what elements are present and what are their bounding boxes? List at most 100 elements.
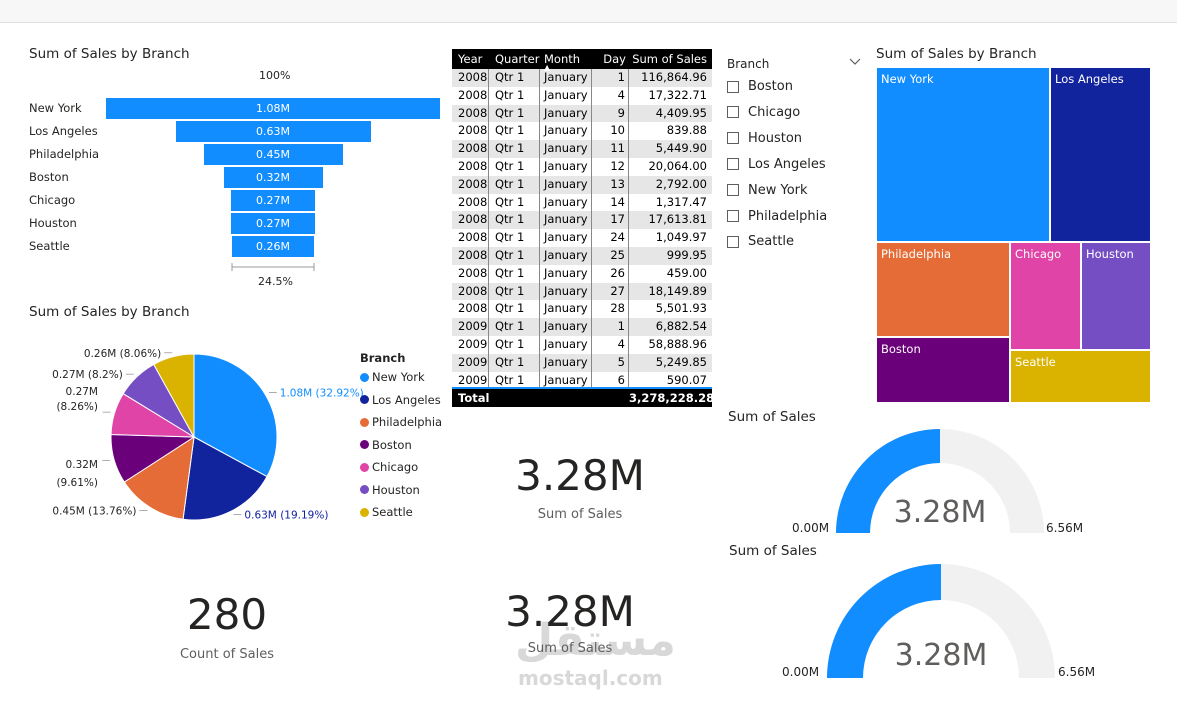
table-cell: January: [540, 157, 592, 176]
gauge1-max: 6.56M: [1046, 521, 1084, 535]
slicer-item[interactable]: Chicago: [727, 105, 800, 120]
table-row[interactable]: 2008 Qtr 1 January 14 1,317.47: [452, 193, 712, 212]
table-row[interactable]: 2009 Qtr 1 January 1 6,882.54: [452, 318, 712, 336]
pie-legend-item[interactable]: Chicago: [360, 460, 418, 474]
treemap-tile[interactable]: Los Angeles: [1050, 67, 1151, 242]
pie-legend-item[interactable]: Los Angeles: [360, 393, 441, 407]
checkbox[interactable]: [727, 106, 739, 119]
gauge2-chart[interactable]: [825, 560, 1057, 682]
checkbox[interactable]: [727, 184, 739, 197]
funnel-bracket: [231, 263, 315, 271]
pie-slice[interactable]: [193, 353, 278, 478]
table-row[interactable]: 2008 Qtr 1 January 24 1,049.97: [452, 229, 712, 247]
table-cell: January: [540, 318, 592, 336]
checkbox[interactable]: [727, 132, 739, 145]
table-cell: 116,864.96: [641, 70, 707, 84]
table-row[interactable]: 2008 Qtr 1 January 25 999.95: [452, 246, 712, 265]
funnel-bar[interactable]: 0.26M: [232, 236, 314, 257]
slicer-item[interactable]: Boston: [727, 79, 793, 94]
table-cell: 2008: [452, 175, 489, 194]
table-cell: 6: [592, 371, 629, 390]
checkbox[interactable]: [727, 158, 739, 171]
table-row[interactable]: 2008 Qtr 1 January 13 2,792.00: [452, 175, 712, 194]
pie-data-label: 0.27M (8.2%): [52, 369, 123, 381]
pie-chart[interactable]: 1.08M (32.92%) 0.63M (19.19%) 0.45M (13.76…: [0, 320, 450, 535]
table-row[interactable]: 2008 Qtr 1 January 10 839.88: [452, 122, 712, 141]
pie-legend-item[interactable]: Seattle: [360, 505, 413, 519]
checkbox[interactable]: [727, 80, 739, 93]
pie-data-label: 0.32M: [66, 459, 98, 471]
treemap-title: Sum of Sales by Branch: [876, 46, 1037, 62]
table-row[interactable]: 2009 Qtr 1 January 6 590.07: [452, 371, 712, 390]
pie-slice[interactable]: [182, 436, 268, 521]
table-cell: January: [540, 122, 592, 141]
pie-title: Sum of Sales by Branch: [29, 304, 190, 320]
table-cell: January: [540, 104, 592, 123]
treemap-tile[interactable]: Chicago: [1010, 242, 1081, 350]
slicer-item[interactable]: Los Angeles: [727, 157, 826, 172]
treemap-tile[interactable]: Philadelphia: [876, 242, 1010, 337]
chevron-down-icon[interactable]: [849, 58, 861, 66]
checkbox[interactable]: [727, 210, 739, 222]
header-quarter[interactable]: Quarter: [495, 52, 540, 66]
table-cell: 9: [592, 104, 629, 123]
header-day[interactable]: Day: [603, 52, 626, 66]
table-cell: Qtr 1: [489, 140, 540, 158]
slicer-item[interactable]: Philadelphia: [727, 209, 827, 224]
table-row[interactable]: 2008 Qtr 1 January 4 17,322.71: [452, 86, 712, 105]
treemap-tile-label: Chicago: [1015, 247, 1062, 261]
table-cell: 5,501.93: [655, 301, 707, 316]
table-row[interactable]: 2008 Qtr 1 January 28 5,501.93: [452, 300, 712, 319]
funnel-label: Boston: [29, 170, 69, 184]
gauge-fill: [827, 564, 941, 678]
table-row[interactable]: 2009 Qtr 1 January 5 5,249.85: [452, 353, 712, 372]
sales-table[interactable]: Year Quarter Month ▲ Day Sum of Sales 200…: [452, 49, 712, 405]
slicer-item-label: Boston: [748, 79, 793, 94]
pie-legend-item[interactable]: Philadelphia: [360, 415, 442, 429]
table-row[interactable]: 2008 Qtr 1 January 1 116,864.96: [452, 69, 712, 87]
table-cell: 1: [592, 69, 629, 87]
slicer-item[interactable]: Seattle: [727, 234, 794, 249]
table-row[interactable]: 2008 Qtr 1 January 12 20,064.00: [452, 157, 712, 176]
funnel-bar[interactable]: 0.32M: [223, 167, 323, 188]
table-row[interactable]: 2008 Qtr 1 January 26 459.00: [452, 264, 712, 283]
funnel-bar[interactable]: 0.27M: [231, 213, 315, 234]
checkbox[interactable]: [727, 235, 739, 248]
pie-data-label: 0.26M (8.06%): [84, 348, 161, 360]
funnel-bar[interactable]: 0.27M: [231, 190, 315, 211]
table-cell: January: [540, 140, 592, 158]
gauge2-max: 6.56M: [1058, 665, 1096, 679]
table-body: 2008 Qtr 1 January 1 116,864.96 2008 Qtr 1 Janu…: [452, 69, 712, 390]
table-cell: 14: [592, 193, 629, 212]
pie-legend-item[interactable]: Boston: [360, 438, 412, 452]
header-month[interactable]: Month ▲: [540, 49, 592, 72]
funnel-bar[interactable]: 0.63M: [175, 121, 371, 142]
treemap-tile[interactable]: Boston: [876, 337, 1010, 403]
pie-data-label: 0.45M (13.76%): [52, 505, 136, 517]
table-cell: 11: [592, 140, 629, 158]
table-row[interactable]: 2008 Qtr 1 January 11 5,449.90: [452, 140, 712, 158]
treemap-tile-label: Boston: [881, 342, 921, 356]
treemap-tile[interactable]: New York: [876, 67, 1050, 242]
funnel-bar[interactable]: 1.08M: [106, 98, 440, 119]
pie-slice[interactable]: [153, 353, 195, 439]
table-row[interactable]: 2008 Qtr 1 January 9 4,409.95: [452, 104, 712, 123]
funnel-bottom-pct: 24.5%: [258, 275, 293, 288]
table-cell: Qtr 1: [489, 193, 540, 212]
header-year[interactable]: Year: [458, 52, 483, 66]
table-row[interactable]: 2008 Qtr 1 January 27 18,149.89: [452, 282, 712, 301]
slicer-item[interactable]: New York: [727, 183, 808, 198]
pie-legend-item[interactable]: Houston: [360, 483, 420, 497]
treemap-tile[interactable]: Seattle: [1010, 350, 1151, 403]
slicer-item[interactable]: Houston: [727, 131, 802, 146]
table-row[interactable]: 2008 Qtr 1 January 17 17,613.81: [452, 211, 712, 230]
table-cell: Qtr 1: [489, 229, 540, 247]
treemap-tile[interactable]: Houston: [1081, 242, 1151, 350]
pie-slice[interactable]: [123, 435, 195, 520]
table-row[interactable]: 2009 Qtr 1 January 4 58,888.96: [452, 335, 712, 354]
funnel-bar[interactable]: 0.45M: [203, 144, 343, 165]
gauge1-chart[interactable]: [830, 425, 1050, 537]
pie-data-label: 0.63M (19.19%): [244, 510, 328, 522]
pie-legend-item[interactable]: New York: [360, 370, 425, 384]
header-sum-of-sales[interactable]: Sum of Sales: [632, 52, 707, 66]
